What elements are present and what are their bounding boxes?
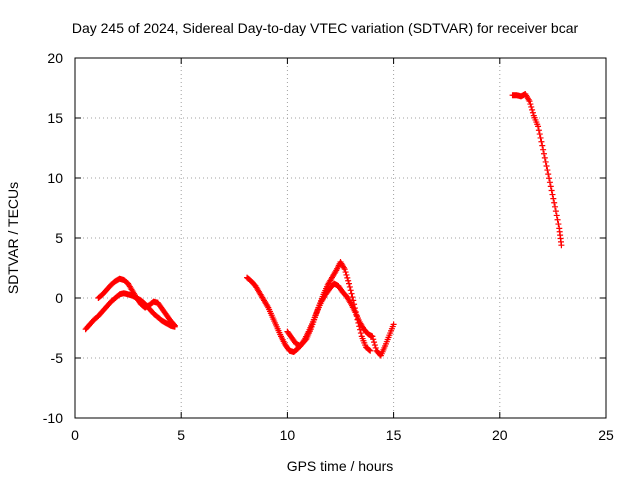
x-tick-label: 10	[280, 427, 296, 443]
data-point	[342, 269, 349, 276]
data-point	[346, 283, 353, 290]
data-point	[540, 146, 547, 153]
y-tick-label: 10	[47, 170, 63, 186]
data-point	[547, 183, 554, 190]
y-axis-label: SDTVAR / TECUs	[5, 182, 21, 294]
axis-ticks: 0 5 10 15 20 25 -10 -5 0 5 10 15 20	[43, 50, 614, 443]
data-point	[550, 195, 557, 202]
data-point	[371, 339, 378, 346]
data-point	[529, 106, 536, 113]
data-point	[549, 191, 556, 198]
data-point	[171, 322, 178, 329]
y-tick-label: 0	[55, 290, 63, 306]
data-point	[527, 101, 534, 108]
data-point	[349, 294, 356, 301]
data-point	[555, 221, 562, 228]
data-series	[82, 91, 565, 359]
data-point	[343, 271, 350, 278]
data-point	[538, 138, 545, 145]
data-point	[344, 274, 351, 281]
x-tick-label: 5	[177, 427, 185, 443]
data-point	[372, 344, 379, 351]
data-point	[526, 98, 533, 105]
chart-title: Day 245 of 2024, Sidereal Day-to-day VTE…	[72, 20, 579, 36]
x-tick-label: 25	[598, 427, 614, 443]
data-point	[558, 242, 565, 249]
data-point	[552, 208, 559, 215]
data-point	[542, 158, 549, 165]
data-point	[545, 171, 552, 178]
grid	[75, 58, 606, 418]
data-point	[541, 154, 548, 161]
data-point	[528, 103, 535, 110]
x-tick-label: 20	[492, 427, 508, 443]
data-point	[546, 179, 553, 186]
data-point	[535, 127, 542, 134]
data-point	[170, 321, 177, 328]
data-point	[540, 150, 547, 157]
data-point	[548, 187, 555, 194]
data-point	[544, 167, 551, 174]
data-point	[348, 290, 355, 297]
series-segment-2a	[244, 259, 374, 355]
data-point	[347, 287, 354, 294]
series-segment-3	[509, 91, 565, 249]
data-point	[551, 199, 558, 206]
data-point	[537, 134, 544, 141]
series-segment-2b	[284, 280, 397, 359]
data-point	[390, 321, 397, 328]
data-point	[369, 333, 376, 340]
data-point	[345, 277, 352, 284]
series-segment-1b	[95, 275, 178, 329]
data-point	[367, 347, 374, 354]
data-point	[371, 342, 378, 349]
data-point	[535, 123, 542, 130]
y-tick-label: 15	[47, 110, 63, 126]
y-tick-label: -10	[43, 410, 63, 426]
y-tick-label: 5	[55, 230, 63, 246]
data-point	[529, 109, 536, 116]
x-tick-label: 15	[386, 427, 402, 443]
y-tick-label: 20	[47, 50, 63, 66]
data-point	[543, 163, 550, 169]
y-tick-label: -5	[51, 350, 64, 366]
data-point	[345, 280, 352, 287]
x-tick-label: 0	[71, 427, 79, 443]
data-point	[539, 142, 546, 149]
data-point	[553, 212, 560, 219]
data-point	[554, 216, 561, 223]
data-point	[370, 336, 377, 343]
data-point	[536, 131, 543, 138]
data-point	[341, 266, 348, 273]
data-point	[552, 203, 559, 210]
data-point	[546, 175, 553, 182]
x-axis-label: GPS time / hours	[287, 458, 394, 474]
data-point	[357, 330, 364, 337]
data-point	[366, 347, 373, 354]
plot-frame	[74, 57, 607, 419]
